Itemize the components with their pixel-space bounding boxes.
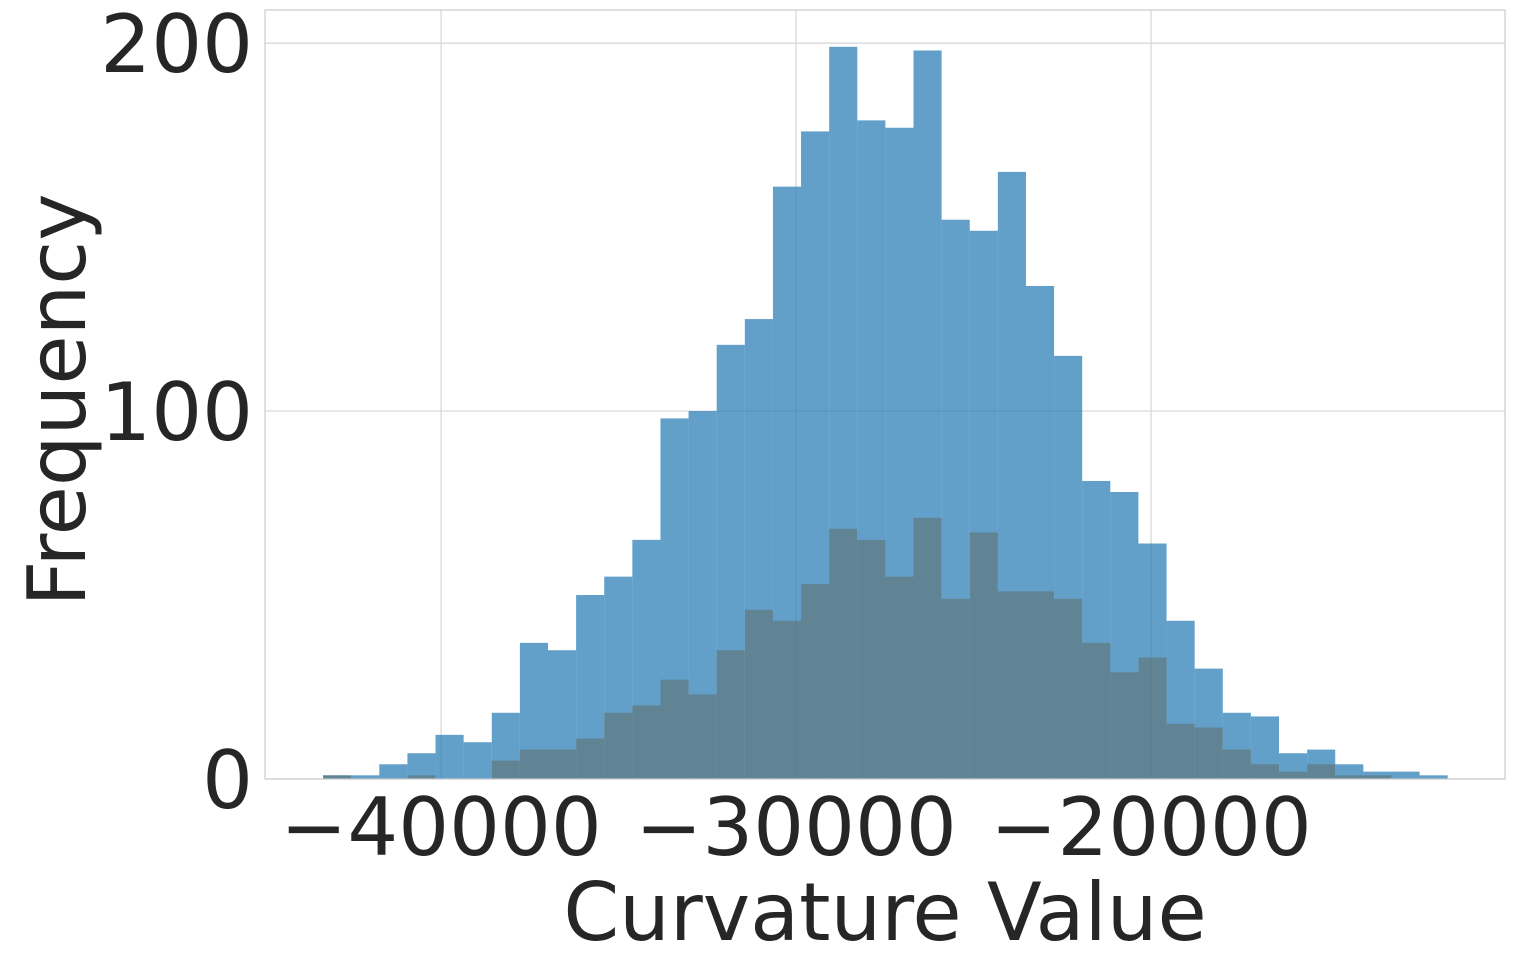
bar: [1082, 642, 1111, 779]
bar: [1025, 591, 1055, 779]
bar: [744, 609, 773, 779]
x-tick-label: −20000: [990, 781, 1312, 874]
bar: [1222, 749, 1251, 779]
bar: [604, 712, 633, 779]
bar: [1054, 598, 1083, 779]
bar: [323, 775, 352, 779]
bar: [519, 749, 549, 779]
plot-frame: [264, 9, 1506, 780]
bar: [548, 749, 577, 779]
bar: [716, 650, 745, 779]
bar: [688, 694, 717, 779]
bar: [772, 620, 802, 779]
bar: [997, 591, 1026, 779]
bar: [829, 528, 858, 779]
bar: [379, 764, 408, 779]
bar: [463, 742, 492, 779]
y-tick-label: 200: [100, 0, 253, 91]
bar: [1279, 771, 1308, 779]
bar: [1166, 723, 1195, 779]
bar: [576, 738, 605, 779]
x-tick-label: −30000: [635, 781, 957, 874]
y-axis-label: Frequency: [11, 193, 104, 606]
x-axis-label: Curvature Value: [563, 866, 1206, 959]
bar: [941, 598, 970, 779]
bar: [1250, 764, 1280, 779]
bar: [351, 775, 380, 779]
bar: [1335, 775, 1364, 779]
bar: [1363, 775, 1392, 779]
bar: [407, 753, 436, 779]
bar: [913, 517, 942, 779]
y-tick-label: 100: [100, 366, 253, 459]
bar: [491, 760, 520, 779]
bar: [435, 734, 464, 779]
bar: [885, 576, 914, 779]
bar: [407, 775, 436, 779]
y-tick-label: 0: [202, 734, 253, 827]
bar: [857, 539, 886, 779]
bar: [801, 583, 830, 779]
x-tick-label: −40000: [280, 781, 602, 874]
bar: [632, 705, 661, 779]
bar: [1194, 727, 1223, 779]
bar: [1110, 672, 1139, 779]
bar: [1391, 771, 1420, 779]
bar: [660, 679, 689, 779]
bar: [1307, 764, 1336, 779]
bar: [969, 532, 998, 779]
bar: [1138, 657, 1167, 779]
bar: [1419, 775, 1448, 779]
